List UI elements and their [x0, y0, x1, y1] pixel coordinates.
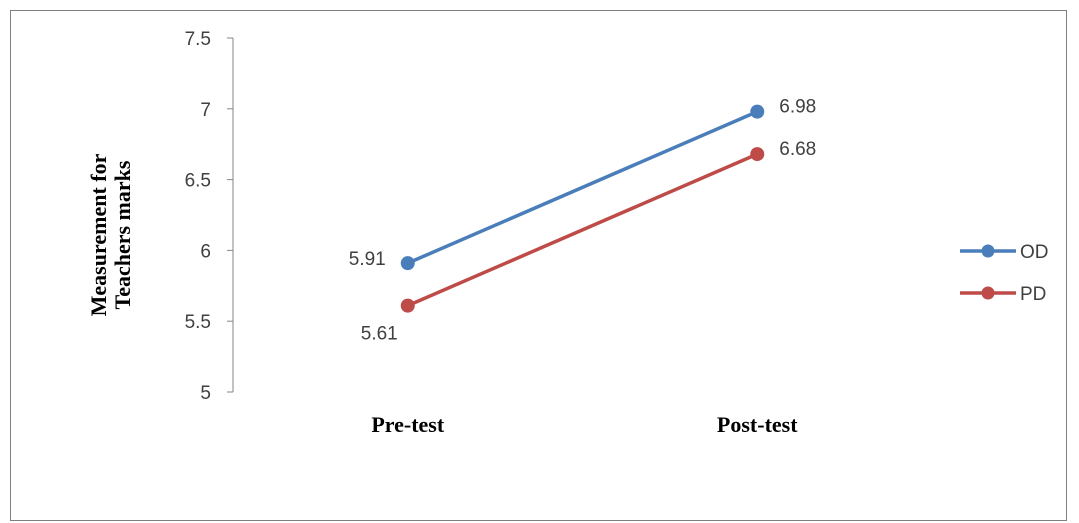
x-category-label: Post-test: [717, 412, 798, 437]
y-tick-label: 6: [200, 241, 211, 262]
data-point: [400, 298, 415, 313]
series-line: [407, 152, 758, 308]
series-od: 5.91 6.98: [349, 97, 816, 271]
y-axis-title-line-2: Teachers marks: [110, 160, 135, 309]
data-label: 6.68: [779, 139, 816, 160]
legend-swatch-marker: [981, 286, 995, 300]
series-pd: 5.61 6.68: [361, 139, 816, 345]
legend-label: OD: [1020, 242, 1049, 263]
chart-frame: [10, 10, 1067, 521]
data-point: [400, 256, 415, 271]
y-tick-label: 5: [200, 383, 211, 404]
data-label: 5.61: [361, 324, 398, 345]
series-lines: 5.91 6.98 5.61 6.68: [349, 97, 816, 345]
y-tick-label: 5.5: [185, 312, 211, 333]
data-label: 5.91: [349, 249, 386, 270]
y-tick-label: 7: [200, 100, 211, 121]
y-axis-title-line-1: Measurement for: [86, 153, 111, 316]
data-label: 6.98: [779, 97, 816, 118]
legend-item-pd: PD: [960, 284, 1046, 305]
data-point: [750, 147, 765, 162]
y-tick-label: 7.5: [185, 29, 211, 50]
series-line: [407, 110, 758, 265]
legend-label: PD: [1020, 284, 1046, 305]
axes: 5 5.5 6 6.5 7 7.5 Pre-test Post-test: [185, 29, 799, 437]
data-point: [750, 104, 765, 119]
legend: OD PD: [960, 242, 1049, 305]
y-tick-label: 6.5: [185, 171, 211, 192]
legend-item-od: OD: [960, 242, 1049, 263]
y-axis-title: Measurement for Teachers marks: [86, 153, 135, 316]
x-category-label: Pre-test: [371, 412, 445, 437]
legend-swatch-marker: [981, 244, 995, 258]
